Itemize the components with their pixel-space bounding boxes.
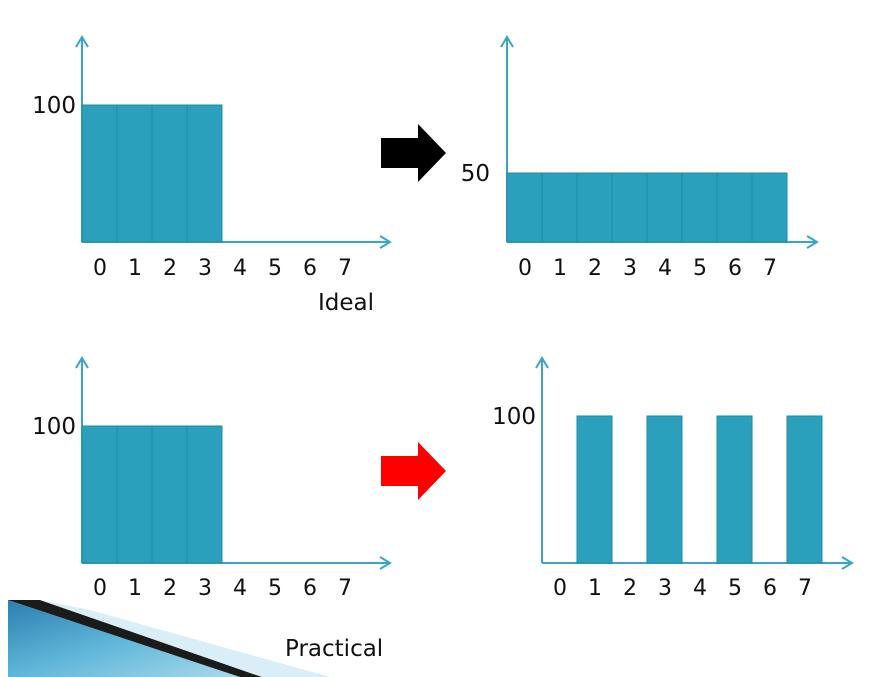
x-tick-label: 6 (303, 576, 317, 601)
x-tick-label: 1 (553, 256, 567, 281)
bar-4 (646, 172, 683, 243)
x-tick-label: 5 (693, 256, 707, 281)
bar-1 (116, 425, 153, 564)
bar-1 (576, 415, 613, 564)
x-tick-label: 1 (128, 256, 142, 281)
bar-3 (186, 425, 223, 564)
x-tick-label: 7 (763, 256, 777, 281)
y-axis-arrowhead (75, 35, 89, 48)
bar-2 (576, 172, 613, 243)
practical-transform-arrow (381, 442, 446, 500)
slide-decoration (8, 600, 330, 677)
caption-practical: Practical (285, 636, 384, 662)
caption-ideal: Ideal (318, 290, 375, 316)
x-tick-label: 2 (163, 576, 177, 601)
bar-1 (116, 104, 153, 243)
x-tick-label: 3 (623, 256, 637, 281)
x-tick-label: 6 (763, 576, 777, 601)
bar-0 (506, 172, 543, 243)
y-axis-arrowhead (500, 35, 514, 48)
bar-6 (716, 172, 753, 243)
x-tick-label: 7 (338, 576, 352, 601)
chart-ideal-output: 0 1 2 3 4 5 6 7 50 (461, 35, 819, 281)
x-axis-arrowhead (841, 556, 854, 570)
bar-2 (151, 104, 188, 243)
x-tick-label: 1 (588, 576, 602, 601)
bar-1 (541, 172, 578, 243)
bar-0 (81, 425, 118, 564)
x-tick-label: 5 (728, 576, 742, 601)
bar-5 (716, 415, 753, 564)
bar-2 (151, 425, 188, 564)
x-tick-label: 4 (233, 576, 247, 601)
x-tick-label: 3 (198, 256, 212, 281)
x-axis-arrowhead (806, 235, 819, 249)
x-tick-label: 0 (93, 576, 107, 601)
bar-3 (186, 104, 223, 243)
y-tick-label: 100 (32, 414, 76, 440)
y-axis-arrowhead (535, 356, 549, 369)
x-tick-label: 4 (693, 576, 707, 601)
x-tick-label: 7 (338, 256, 352, 281)
x-tick-label: 3 (198, 576, 212, 601)
x-tick-label: 6 (303, 256, 317, 281)
x-axis-arrowhead (379, 556, 392, 570)
x-tick-label: 2 (163, 256, 177, 281)
x-tick-label: 7 (798, 576, 812, 601)
x-tick-label: 0 (553, 576, 567, 601)
chart-ideal-input: 0 1 2 3 4 5 6 7 100 (32, 35, 392, 281)
x-tick-label: 3 (658, 576, 672, 601)
bar-7 (751, 172, 788, 243)
x-tick-label: 4 (658, 256, 672, 281)
x-tick-label: 4 (233, 256, 247, 281)
y-tick-label: 100 (492, 404, 536, 430)
x-tick-label: 0 (93, 256, 107, 281)
bar-5 (681, 172, 718, 243)
bar-0 (81, 104, 118, 243)
x-tick-label: 2 (588, 256, 602, 281)
y-tick-label: 50 (461, 161, 490, 187)
x-tick-label: 1 (128, 576, 142, 601)
x-tick-label: 2 (623, 576, 637, 601)
x-tick-label: 0 (518, 256, 532, 281)
y-tick-label: 100 (32, 93, 76, 119)
bar-7 (786, 415, 823, 564)
bar-3 (611, 172, 648, 243)
bar-3 (646, 415, 683, 564)
x-tick-label: 6 (728, 256, 742, 281)
chart-practical-input: 0 1 2 3 4 5 6 7 100 (32, 356, 392, 601)
chart-practical-output: 0 1 2 3 4 5 6 7 100 (492, 356, 854, 601)
x-tick-label: 5 (268, 256, 282, 281)
x-tick-label: 5 (268, 576, 282, 601)
ideal-transform-arrow (381, 124, 446, 182)
y-axis-arrowhead (75, 356, 89, 369)
x-axis-arrowhead (379, 235, 392, 249)
